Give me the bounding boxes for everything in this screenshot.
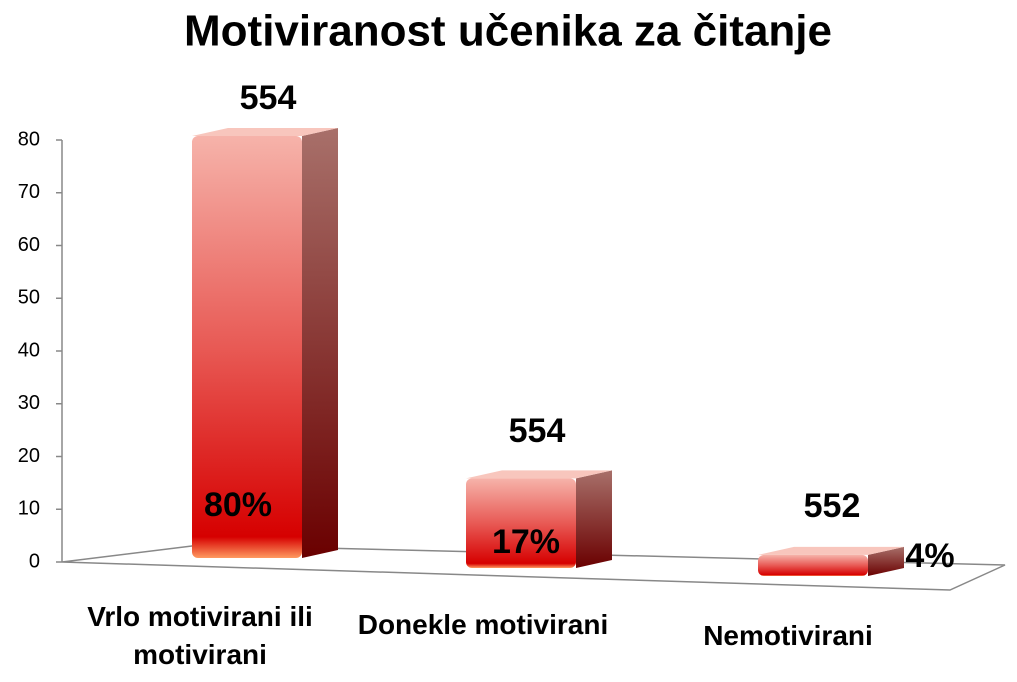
y-tick-label: 80 — [18, 128, 40, 150]
bar-top — [192, 128, 338, 136]
y-tick-label: 50 — [18, 287, 40, 309]
x-tick-label: Nemotivirani — [703, 620, 873, 651]
bar — [758, 554, 868, 576]
bar-top — [758, 546, 904, 555]
bar — [466, 478, 576, 568]
y-tick-label: 30 — [18, 392, 40, 414]
y-tick-label: 70 — [18, 181, 40, 203]
x-tick-label: Vrlo motivirani ili motivirani — [87, 601, 313, 670]
bar-side — [576, 470, 612, 568]
data-label: 4% — [905, 537, 954, 575]
y-tick-label: 20 — [18, 445, 40, 467]
data-label: 80% — [204, 486, 272, 524]
y-tick-label: 10 — [18, 498, 40, 520]
bar-side — [868, 546, 904, 576]
count-annotation: 554 — [509, 412, 566, 450]
count-annotation: 554 — [240, 79, 297, 117]
y-tick-label: 40 — [18, 339, 40, 361]
y-tick-label: 60 — [18, 234, 40, 256]
chart-title: Motiviranost učenika za čitanje — [184, 7, 832, 56]
data-label: 17% — [492, 523, 560, 561]
floor-outline — [61, 544, 1006, 591]
y-tick-label: 0 — [29, 550, 40, 572]
count-annotation: 552 — [804, 487, 861, 525]
bar-side — [302, 128, 338, 558]
x-tick-label: Donekle motivirani — [357, 609, 609, 640]
bar-top — [466, 470, 612, 479]
bar — [192, 136, 302, 558]
